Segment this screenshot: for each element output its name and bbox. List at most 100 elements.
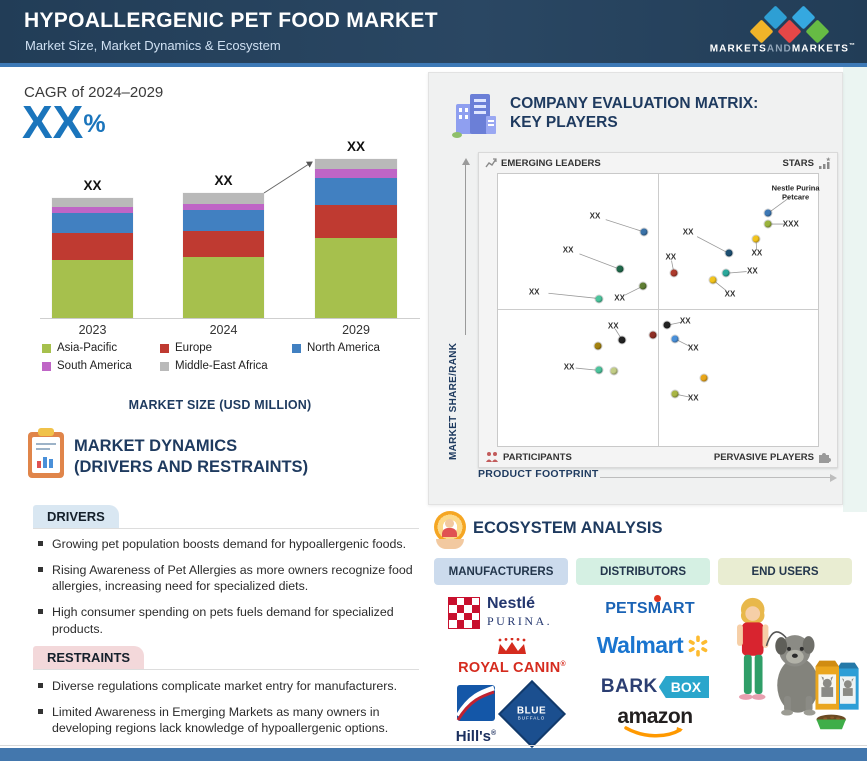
driver-item: Rising Awareness of Pet Allergies as mor… xyxy=(38,562,420,595)
matrix-vertical-divider xyxy=(658,174,659,446)
x-axis-label: PRODUCT FOOTPRINT xyxy=(478,468,599,480)
checker-square xyxy=(449,605,457,613)
stacked-bar-2023 xyxy=(52,198,133,318)
scatter-dot xyxy=(709,276,717,284)
scatter-dot xyxy=(663,321,671,329)
bar-segment-Asia-Pacific xyxy=(52,260,133,318)
dog-bowl xyxy=(816,714,846,730)
y-axis-arrowhead xyxy=(461,158,470,165)
scatter-dot-label: XX xyxy=(682,227,694,237)
matrix-top-strip: EMERGING LEADERS STARS xyxy=(479,153,837,173)
bar-segment-South America xyxy=(52,207,133,213)
scatter-dot xyxy=(595,366,603,374)
y-axis-line xyxy=(465,165,466,335)
legend-item: South America xyxy=(42,360,160,372)
logo-wordmark: MARKETSANDMARKETS™ xyxy=(709,43,855,55)
header-accent-line xyxy=(0,63,867,67)
tab-manufacturers: MANUFACTURERS xyxy=(434,558,568,585)
bar-total-label: XX xyxy=(214,173,233,188)
legend-swatch xyxy=(160,361,169,371)
growth-chart-icon xyxy=(485,158,497,168)
driver-item: High consumer spending on pets fuels dem… xyxy=(38,604,420,637)
checker-square xyxy=(456,605,464,613)
checker-square xyxy=(449,597,457,605)
driver-item-text: Rising Awareness of Pet Allergies as mor… xyxy=(52,562,413,594)
scatter-dot xyxy=(764,220,772,228)
legend-item: Middle-East Africa xyxy=(160,360,292,372)
y-axis-label: MARKET SHARE/RANK xyxy=(448,342,459,460)
drivers-list: Growing pet population boosts demand for… xyxy=(38,536,420,647)
bar-segment-Europe xyxy=(315,205,397,238)
scatter-dot-label: XX xyxy=(614,293,625,303)
scatter-dot xyxy=(594,342,602,350)
bar-segment-Asia-Pacific xyxy=(183,257,264,318)
scatter-dot-label: XX xyxy=(607,321,619,331)
scatter-dot xyxy=(649,331,657,339)
stacked-bar-2024 xyxy=(183,193,264,318)
matrix-horizontal-divider xyxy=(498,308,818,310)
petsmart-logo: PETSMART xyxy=(585,595,715,618)
star-bars-icon xyxy=(819,156,831,169)
legend-swatch xyxy=(42,361,51,371)
x-axis-arrowhead xyxy=(830,473,837,482)
bar-segment-Middle-East Africa xyxy=(52,198,133,207)
tab-distributors: DISTRIBUTORS xyxy=(576,558,710,585)
scatter-dot-label: XX xyxy=(665,252,677,262)
woman-face xyxy=(745,606,761,621)
scatter-dot xyxy=(764,209,772,217)
bar-segment-Asia-Pacific xyxy=(315,238,397,318)
category-label: 2024 xyxy=(209,323,238,337)
checker-square xyxy=(464,597,472,605)
bar-segment-North America xyxy=(52,213,133,233)
legend-item: Europe xyxy=(160,342,292,354)
royal-canin-crown-icon xyxy=(498,637,526,654)
restraint-item-text: Limited Awareness in Emerging Markets as… xyxy=(52,704,389,736)
checker-square xyxy=(456,612,464,620)
scatter-dot xyxy=(725,249,733,257)
category-label: 2023 xyxy=(78,323,107,337)
bar-segment-Middle-East Africa xyxy=(183,193,264,204)
hills-emblem xyxy=(455,685,495,721)
buildings-icon xyxy=(452,94,496,138)
clipboard-icon xyxy=(28,428,64,478)
checker-square xyxy=(464,612,472,620)
bar-segment-North America xyxy=(183,210,264,231)
nestle-purina-logo: Nestlé PURINA. xyxy=(448,596,552,629)
pet-food-bags xyxy=(815,660,859,710)
scatter-dot-label: Nestle Purina Petcare xyxy=(771,183,820,202)
driver-item-text: Growing pet population boosts demand for… xyxy=(52,537,407,551)
bar-segment-Europe xyxy=(52,233,133,260)
participants-people-icon xyxy=(486,452,498,462)
scatter-dot xyxy=(618,336,626,344)
checker-square xyxy=(464,605,472,613)
chart-caption: MARKET SIZE (USD MILLION) xyxy=(128,398,312,412)
checker-square xyxy=(464,620,472,628)
scatter-dot-label: XX xyxy=(679,316,691,326)
legend-label: Middle-East Africa xyxy=(175,360,268,372)
driver-item: Growing pet population boosts demand for… xyxy=(38,536,420,553)
scatter-dot xyxy=(700,374,708,382)
scatter-dot xyxy=(670,269,678,277)
walmart-logo: Walmart xyxy=(583,632,723,659)
checker-square xyxy=(456,597,464,605)
ecosystem-icon xyxy=(430,511,470,553)
dog-ear xyxy=(775,637,788,655)
drivers-heading: DRIVERS xyxy=(33,505,119,528)
restraints-divider xyxy=(33,669,419,670)
scatter-dot-label: XX xyxy=(724,289,736,299)
pet-owner-illustration xyxy=(737,597,859,730)
barkbox-logo: BARK BOX xyxy=(585,676,725,698)
scatter-dot-label: XX xyxy=(563,362,575,372)
scatter-dot-label: XX xyxy=(687,343,699,353)
chart-legend: Asia-Pacific Europe North America South Ame… xyxy=(42,342,422,372)
scatter-dot xyxy=(722,269,730,277)
purina-wordmark: PURINA. xyxy=(487,614,553,628)
bar-segment-South America xyxy=(183,204,264,210)
purina-checkerboard xyxy=(448,596,480,629)
puzzle-icon xyxy=(819,452,831,463)
driver-item-text: High consumer spending on pets fuels dem… xyxy=(52,605,394,636)
right-margin-strip xyxy=(843,67,867,512)
restraint-item-text: Diverse regulations complicate market en… xyxy=(52,679,398,693)
checker-square xyxy=(449,620,457,628)
